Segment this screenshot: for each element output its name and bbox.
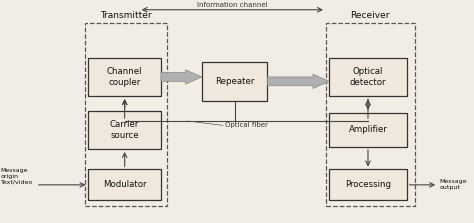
Text: Repeater: Repeater: [215, 77, 255, 86]
Text: Transmitter: Transmitter: [100, 11, 152, 20]
Bar: [329, 58, 407, 96]
Bar: [89, 111, 161, 149]
Text: Optical
detector: Optical detector: [350, 67, 386, 87]
Text: Information channel: Information channel: [197, 2, 268, 8]
Bar: [89, 169, 161, 200]
Bar: [329, 113, 407, 147]
Text: Channel
coupler: Channel coupler: [107, 67, 142, 87]
Polygon shape: [267, 74, 329, 89]
Bar: [329, 169, 407, 200]
Text: Processing: Processing: [345, 180, 391, 189]
Text: Optical fiber: Optical fiber: [225, 122, 268, 128]
Bar: [326, 23, 415, 206]
Text: Message
origin
Text/video: Message origin Text/video: [0, 168, 33, 184]
Text: Amplifier: Amplifier: [348, 125, 387, 134]
Text: Receiver: Receiver: [351, 11, 390, 20]
Text: Carrier
source: Carrier source: [110, 120, 139, 140]
Polygon shape: [161, 70, 202, 84]
Text: Modulator: Modulator: [103, 180, 146, 189]
Bar: [85, 23, 167, 206]
Text: Message
output: Message output: [439, 180, 467, 190]
Bar: [202, 62, 267, 101]
Bar: [89, 58, 161, 96]
